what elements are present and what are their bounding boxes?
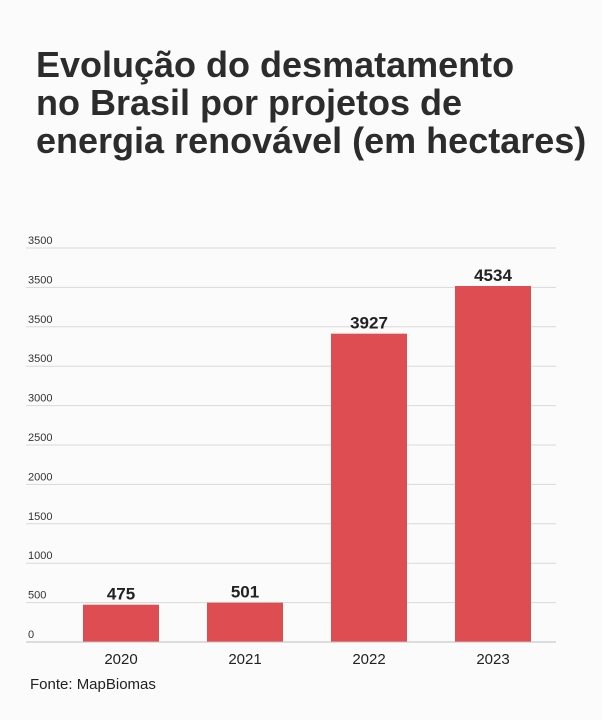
bar-2023 — [455, 286, 531, 642]
x-axis-ticks: 2020 2021 2022 2023 — [104, 651, 509, 668]
bars — [83, 286, 531, 642]
y-tick-label: 3500 — [28, 353, 52, 365]
x-tick-label: 2022 — [352, 651, 385, 668]
chart-title-line-2: no Brasil por projetos de — [36, 82, 463, 123]
y-tick-label: 0 — [28, 629, 34, 641]
chart-title-line-1: Evolução do desmatamento — [36, 44, 515, 85]
y-tick-label: 500 — [28, 590, 46, 602]
source-note: Fonte: MapBiomas — [30, 676, 156, 693]
x-tick-label: 2020 — [104, 651, 137, 668]
data-label: 475 — [107, 585, 135, 604]
chart-title-line-3: energia renovável (em hectares) — [36, 120, 587, 161]
data-label: 501 — [231, 583, 259, 602]
y-axis-ticks: 0 500 1000 1500 2000 2500 3000 3500 3500 3500 3500 — [28, 235, 52, 641]
y-tick-label: 3500 — [28, 314, 52, 326]
y-tick-label: 1000 — [28, 550, 52, 562]
x-tick-label: 2021 — [228, 651, 261, 668]
x-tick-label: 2023 — [476, 651, 509, 668]
y-tick-label: 2000 — [28, 471, 52, 483]
y-tick-label: 2500 — [28, 432, 52, 444]
bar-2020 — [83, 604, 159, 642]
y-tick-label: 1500 — [28, 511, 52, 523]
data-label: 4534 — [474, 266, 512, 285]
data-label: 3927 — [350, 314, 388, 333]
y-tick-label: 3500 — [28, 235, 52, 247]
bar-2022 — [331, 333, 407, 642]
bar-2021 — [207, 602, 283, 642]
data-labels: 475 501 3927 4534 — [107, 266, 513, 604]
y-tick-label: 3500 — [28, 274, 52, 286]
chart-title: Evolução do desmatamento no Brasil por p… — [36, 46, 596, 160]
y-tick-label: 3000 — [28, 393, 52, 405]
